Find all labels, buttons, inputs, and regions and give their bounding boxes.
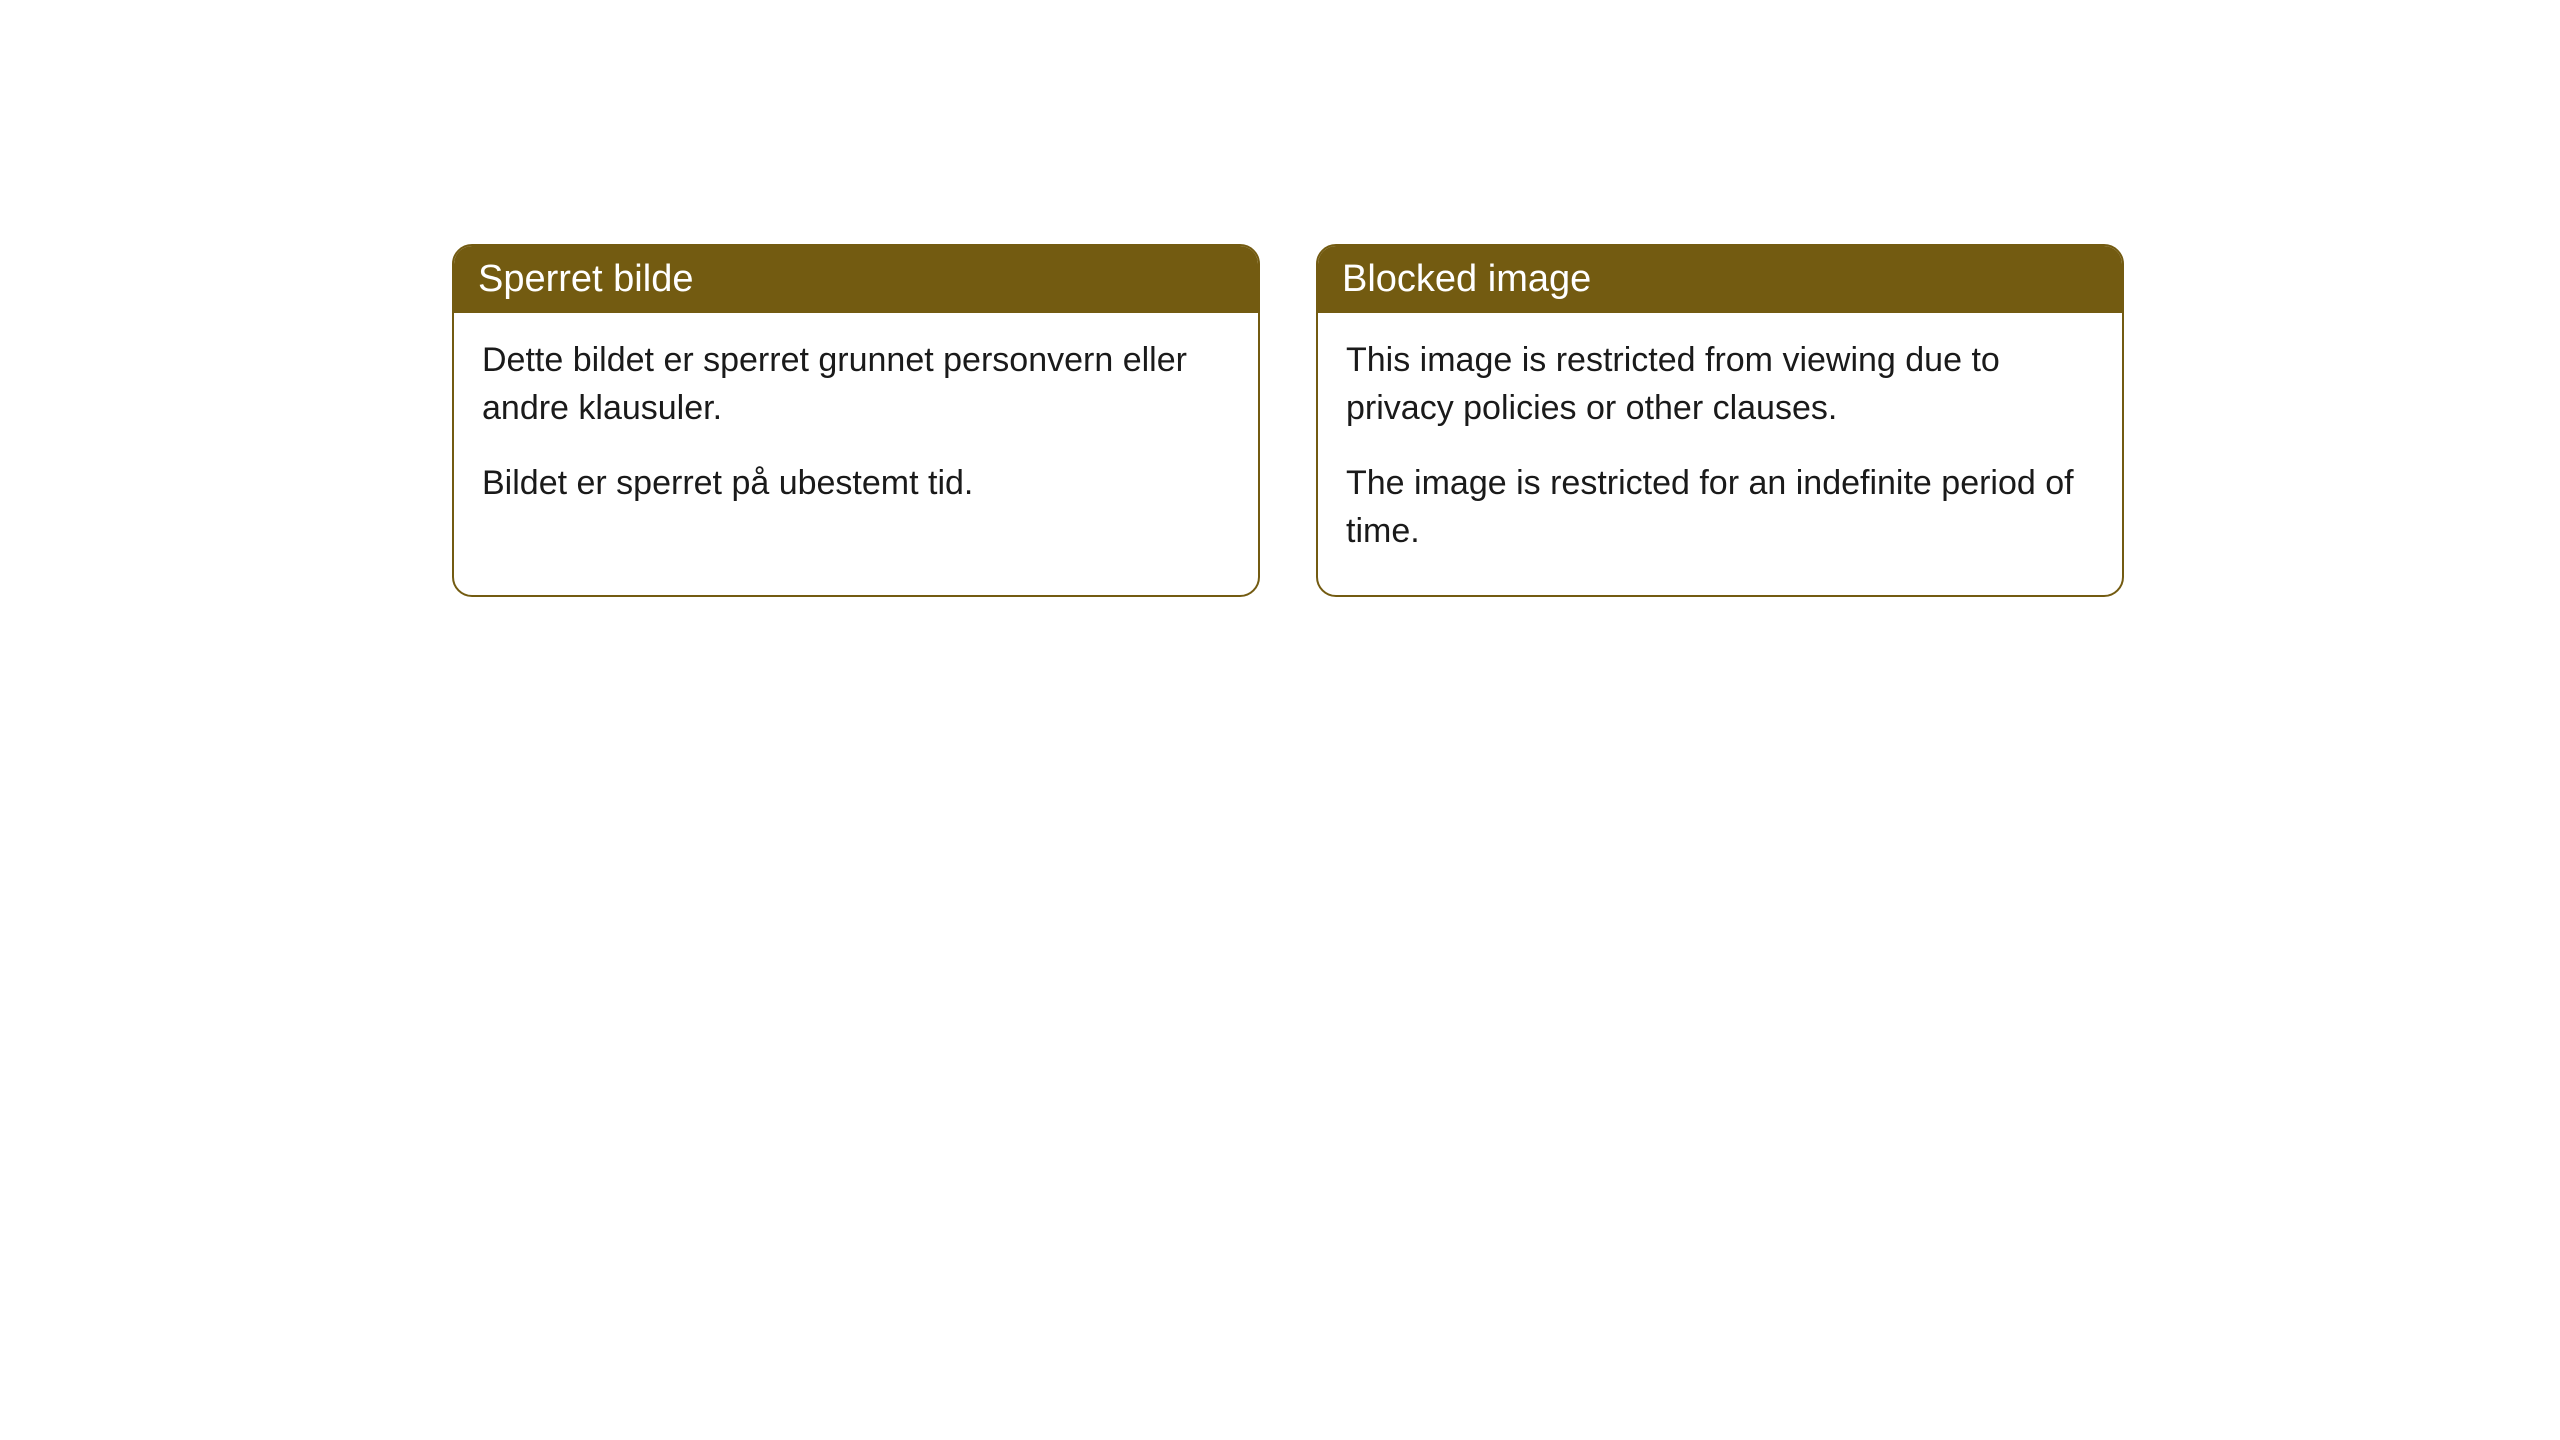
card-paragraph-1: Dette bildet er sperret grunnet personve…: [482, 337, 1230, 432]
card-header-norwegian: Sperret bilde: [454, 246, 1258, 313]
card-paragraph-2: Bildet er sperret på ubestemt tid.: [482, 460, 1230, 508]
card-paragraph-2: The image is restricted for an indefinit…: [1346, 460, 2094, 555]
card-body-norwegian: Dette bildet er sperret grunnet personve…: [454, 313, 1258, 548]
card-paragraph-1: This image is restricted from viewing du…: [1346, 337, 2094, 432]
notice-card-english: Blocked image This image is restricted f…: [1316, 244, 2124, 597]
notice-cards-container: Sperret bilde Dette bildet er sperret gr…: [452, 244, 2124, 597]
card-title: Blocked image: [1342, 258, 1591, 300]
card-title: Sperret bilde: [478, 258, 693, 300]
card-body-english: This image is restricted from viewing du…: [1318, 313, 2122, 595]
notice-card-norwegian: Sperret bilde Dette bildet er sperret gr…: [452, 244, 1260, 597]
card-header-english: Blocked image: [1318, 246, 2122, 313]
